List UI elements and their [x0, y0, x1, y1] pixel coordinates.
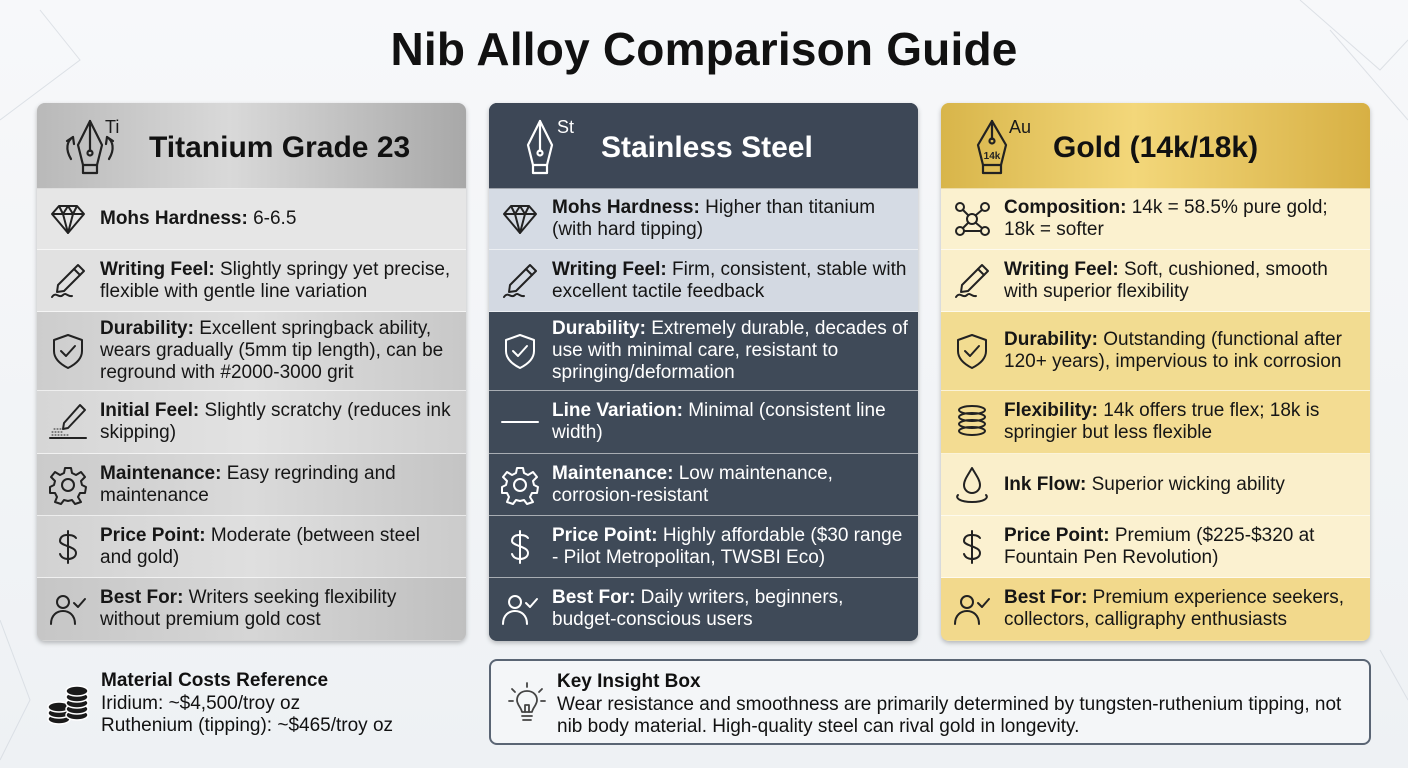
card-title: Gold (14k/18k) [1053, 131, 1259, 164]
row-composition: Composition: 14k = 58.5% pure gold; 18k … [941, 189, 1370, 250]
row-text: Price Point: Highly affordable ($30 rang… [552, 524, 903, 568]
card-stainless-steel: St Stainless Steel Mohs Hardness: Higher… [489, 103, 918, 641]
diamond-icon [48, 199, 88, 239]
writing-pen-icon [48, 261, 88, 301]
lightbulb-icon [507, 681, 547, 725]
coin-stack-icon [45, 682, 91, 728]
row-ink-flow: Ink Flow: Superior wicking ability [941, 454, 1370, 516]
nib-arrows-icon [55, 115, 125, 179]
row-writing-feel: Writing Feel: Soft, cushioned, smooth wi… [941, 250, 1370, 312]
user-check-icon [48, 589, 88, 629]
row-maintenance: Maintenance: Low maintenance, corrosion-… [489, 454, 918, 516]
row-mohs-hardness: Mohs Hardness: Higher than titanium (wit… [489, 189, 918, 250]
row-price-point: Price Point: Premium ($225-$320 at Fount… [941, 516, 1370, 578]
row-text: Maintenance: Easy regrinding and mainten… [100, 462, 396, 506]
dollar-icon [500, 527, 540, 567]
costs-title: Material Costs Reference [101, 670, 329, 691]
line-icon [500, 402, 540, 442]
page-title: Nib Alloy Comparison Guide [390, 23, 1018, 75]
dollar-icon [48, 527, 88, 567]
row-text: Best For: Premium experience seekers, co… [1004, 587, 1345, 630]
gear-icon [500, 465, 540, 505]
key-insight-box: Key Insight Box Wear resistance and smoo… [489, 659, 1371, 745]
cost-iridium: Iridium: ~$4,500/troy oz [101, 693, 301, 714]
row-text: Durability: Outstanding (functional afte… [1004, 329, 1342, 372]
property-list: Mohs Hardness: Higher than titanium (wit… [489, 189, 918, 640]
row-initial-feel: Initial Feel: Slightly scratchy (reduces… [37, 391, 466, 454]
row-durability: Durability: Extremely durable, decades o… [489, 312, 918, 391]
coil-spring-icon [952, 402, 992, 442]
row-text: Flexibility: 14k offers true flex; 18k i… [1004, 400, 1320, 443]
row-text: Composition: 14k = 58.5% pure gold; 18k … [1004, 197, 1328, 240]
nib-icon: 14k [959, 115, 1029, 179]
element-symbol: Ti [105, 117, 120, 137]
insight-title: Key Insight Box [557, 671, 701, 692]
row-price-point: Price Point: Moderate (between steel and… [37, 516, 466, 578]
row-text: Line Variation: Minimal (consistent line… [552, 400, 886, 443]
dollar-icon [952, 527, 992, 567]
card-title: Stainless Steel [601, 131, 813, 164]
shield-check-icon [500, 331, 540, 371]
row-text: Price Point: Premium ($225-$320 at Fount… [1004, 524, 1315, 568]
user-check-icon [952, 589, 992, 629]
card-title: Titanium Grade 23 [149, 131, 411, 164]
ink-drop-icon [952, 465, 992, 505]
row-text: Durability: Extremely durable, decades o… [552, 318, 908, 383]
row-text: Ink Flow: Superior wicking ability [1004, 473, 1285, 495]
row-best-for: Best For: Daily writers, beginners, budg… [489, 578, 918, 640]
row-text: Mohs Hardness: 6-6.5 [100, 208, 297, 229]
row-text: Price Point: Moderate (between steel and… [100, 524, 420, 568]
card-header: Ti Titanium Grade 23 [37, 103, 466, 189]
diamond-icon [500, 199, 540, 239]
row-text: Mohs Hardness: Higher than titanium (wit… [552, 197, 876, 240]
row-line-variation: Line Variation: Minimal (consistent line… [489, 391, 918, 454]
row-text: Best For: Writers seeking flexibility wi… [100, 587, 397, 630]
row-durability: Durability: Outstanding (functional afte… [941, 312, 1370, 391]
shield-check-icon [952, 331, 992, 371]
row-best-for: Best For: Writers seeking flexibility wi… [37, 578, 466, 640]
element-symbol: Au [1009, 117, 1032, 137]
gear-icon [48, 465, 88, 505]
row-mohs-hardness: Mohs Hardness: 6-6.5 [37, 189, 466, 250]
property-list: Composition: 14k = 58.5% pure gold; 18k … [941, 189, 1370, 640]
row-writing-feel: Writing Feel: Firm, consistent, stable w… [489, 250, 918, 312]
molecule-icon [952, 199, 992, 239]
insight-text: Wear resistance and smoothness are prima… [557, 694, 1342, 737]
property-list: Mohs Hardness: 6-6.5 Writing Feel: Sligh… [37, 189, 466, 640]
row-maintenance: Maintenance: Easy regrinding and mainten… [37, 454, 466, 516]
row-text: Writing Feel: Slightly springy yet preci… [100, 258, 451, 302]
row-text: Writing Feel: Firm, consistent, stable w… [552, 258, 907, 302]
row-text: Durability: Excellent springback ability… [100, 318, 444, 383]
material-costs-reference: Material Costs Reference Iridium: ~$4,50… [45, 668, 465, 748]
card-header: St Stainless Steel [489, 103, 918, 189]
element-symbol: St [557, 117, 575, 137]
row-text: Initial Feel: Slightly scratchy (reduces… [100, 400, 451, 443]
user-check-icon [500, 589, 540, 629]
shield-check-icon [48, 331, 88, 371]
row-text: Writing Feel: Soft, cushioned, smooth wi… [1004, 258, 1328, 302]
card-gold: 14k Au Gold (14k/18k) Composition: 14k =… [941, 103, 1370, 641]
row-flexibility: Flexibility: 14k offers true flex; 18k i… [941, 391, 1370, 454]
row-best-for: Best For: Premium experience seekers, co… [941, 578, 1370, 640]
cost-ruthenium: Ruthenium (tipping): ~$465/troy oz [101, 715, 394, 736]
card-header: 14k Au Gold (14k/18k) [941, 103, 1370, 189]
writing-pen-icon [500, 261, 540, 301]
card-titanium: Ti Titanium Grade 23 Mohs Hardness: 6-6.… [37, 103, 466, 641]
row-text: Maintenance: Low maintenance, corrosion-… [552, 462, 833, 506]
nib-icon [507, 115, 577, 179]
row-writing-feel: Writing Feel: Slightly springy yet preci… [37, 250, 466, 312]
row-price-point: Price Point: Highly affordable ($30 rang… [489, 516, 918, 578]
pen-scratch-icon [48, 402, 88, 442]
writing-pen-icon [952, 261, 992, 301]
row-text: Best For: Daily writers, beginners, budg… [552, 587, 844, 630]
nib-mark: 14k [984, 151, 1001, 162]
row-durability: Durability: Excellent springback ability… [37, 312, 466, 391]
